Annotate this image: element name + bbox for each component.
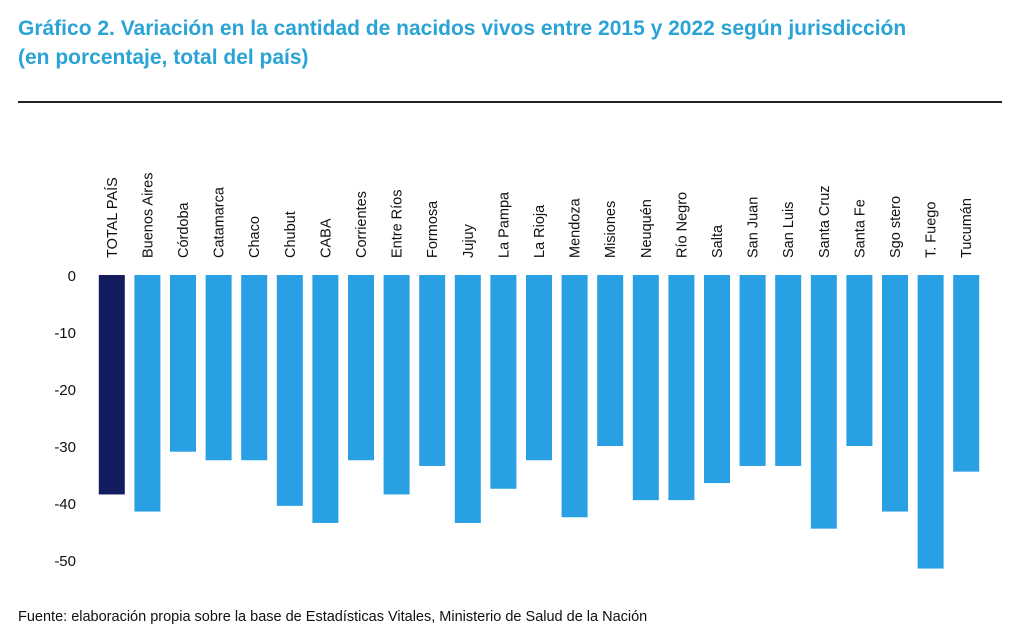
chart-title: Gráfico 2. Variación en la cantidad de n… xyxy=(18,14,1008,72)
bar-salta xyxy=(704,275,730,484)
category-label: San Luis xyxy=(781,202,797,258)
category-label: Misiones xyxy=(603,201,619,258)
bar-la-rioja xyxy=(526,275,552,461)
category-label: Salta xyxy=(710,224,726,258)
y-tick-label: 0 xyxy=(68,268,76,285)
bar-santa-fe xyxy=(846,275,873,446)
y-tick-label: -40 xyxy=(54,496,76,513)
category-label: La Rioja xyxy=(532,204,548,258)
chart-title-line1: Gráfico 2. Variación en la cantidad de n… xyxy=(18,17,907,40)
category-label: Santa Cruz xyxy=(817,185,833,258)
bar-corrientes xyxy=(348,275,374,461)
y-tick-label: -10 xyxy=(54,325,76,342)
category-label: Chubut xyxy=(283,211,299,258)
bar-total-país xyxy=(98,275,125,495)
category-label: Chaco xyxy=(247,216,263,258)
bar-catamarca xyxy=(205,275,232,461)
bar-san-luis xyxy=(775,275,802,466)
category-label: La Pampa xyxy=(496,191,512,258)
category-label: Sgo stero xyxy=(888,196,904,258)
bar-chubut xyxy=(276,275,303,506)
category-label: Corrientes xyxy=(354,191,370,258)
y-tick-label: -20 xyxy=(54,382,76,399)
bar-buenos-aires xyxy=(134,275,161,512)
category-label: San Juan xyxy=(746,197,762,258)
y-tick-label: -50 xyxy=(54,553,76,570)
bar-neuquén xyxy=(632,275,659,501)
bar-la-pampa xyxy=(490,275,517,489)
category-label: Jujuy xyxy=(461,223,477,258)
y-tick-label: -30 xyxy=(54,439,76,456)
bar-santa-cruz xyxy=(810,275,837,529)
title-divider xyxy=(18,101,1002,103)
bar-córdoba xyxy=(170,275,196,452)
category-label: T. Fuego xyxy=(924,202,940,258)
bar-misiones xyxy=(597,275,624,446)
category-label: Buenos Aires xyxy=(140,173,156,258)
bar-sgo-stero xyxy=(882,275,908,512)
bar-río-negro xyxy=(668,275,695,501)
category-label: Formosa xyxy=(425,200,441,258)
bar-mendoza xyxy=(561,275,588,518)
category-label: Santa Fe xyxy=(852,199,868,258)
category-label: Tucumán xyxy=(959,198,975,258)
category-label: CABA xyxy=(318,218,334,258)
bar-chaco xyxy=(241,275,268,461)
category-label: Neuquén xyxy=(639,199,655,258)
bar-t-fuego xyxy=(917,275,944,569)
bar-san-juan xyxy=(739,275,766,466)
category-label: Córdoba xyxy=(176,201,192,258)
category-label: Río Negro xyxy=(674,192,690,258)
bar-jujuy xyxy=(454,275,481,523)
bar-formosa xyxy=(419,275,446,466)
bar-entre-ríos xyxy=(383,275,410,495)
chart-title-line2: (en porcentaje, total del país) xyxy=(18,46,309,69)
bar-caba xyxy=(312,275,339,523)
category-label: TOTAL PAÍS xyxy=(104,177,121,258)
source-note: Fuente: elaboración propia sobre la base… xyxy=(18,609,648,625)
category-label: Mendoza xyxy=(568,197,584,258)
category-label: Entre Ríos xyxy=(390,190,406,259)
bar-tucumán xyxy=(953,275,980,472)
category-label: Catamarca xyxy=(212,186,228,258)
